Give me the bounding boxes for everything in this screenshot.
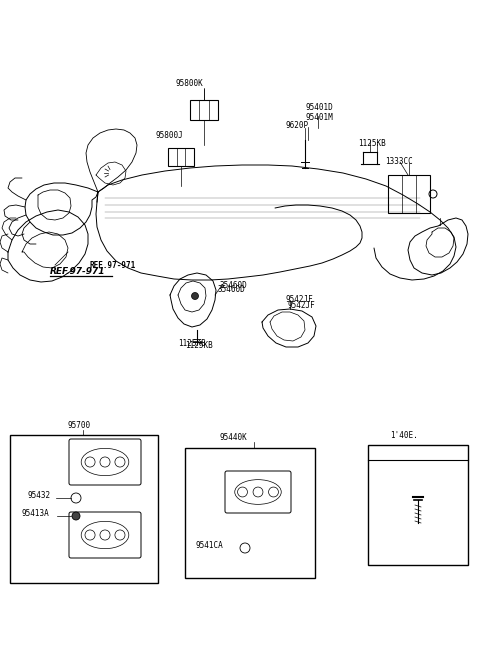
Text: 35460D: 35460D: [220, 281, 248, 290]
Text: 9542JF: 9542JF: [288, 302, 316, 311]
Bar: [368, 445, 468, 565]
Text: 95401D: 95401D: [305, 104, 333, 112]
Bar: [388, 175, 430, 213]
Text: 95432: 95432: [28, 491, 51, 500]
Bar: [190, 100, 218, 120]
Text: 35460D: 35460D: [218, 286, 246, 294]
Text: 9541CA: 9541CA: [195, 541, 223, 550]
Circle shape: [72, 512, 80, 520]
Text: 1125KB: 1125KB: [185, 342, 213, 350]
Circle shape: [192, 292, 199, 300]
Bar: [185, 448, 315, 578]
Text: 9620P: 9620P: [285, 122, 308, 131]
Bar: [168, 148, 194, 166]
Bar: [10, 435, 158, 583]
Text: 1333CC: 1333CC: [385, 158, 413, 166]
Text: REF.97-971: REF.97-971: [50, 267, 106, 277]
Text: 9542JF: 9542JF: [285, 295, 313, 304]
Text: 1'40E.: 1'40E.: [390, 431, 418, 440]
Text: 95800K: 95800K: [175, 79, 203, 89]
Text: 1125KB: 1125KB: [358, 139, 386, 148]
Text: 95413A: 95413A: [22, 509, 50, 518]
Text: 95700: 95700: [68, 421, 91, 430]
Text: 1125KB: 1125KB: [178, 339, 206, 348]
Text: REF.97-971: REF.97-971: [90, 261, 136, 271]
Text: 95401M: 95401M: [305, 114, 333, 122]
Text: 95800J: 95800J: [155, 131, 183, 141]
Text: 95440K: 95440K: [220, 433, 248, 442]
